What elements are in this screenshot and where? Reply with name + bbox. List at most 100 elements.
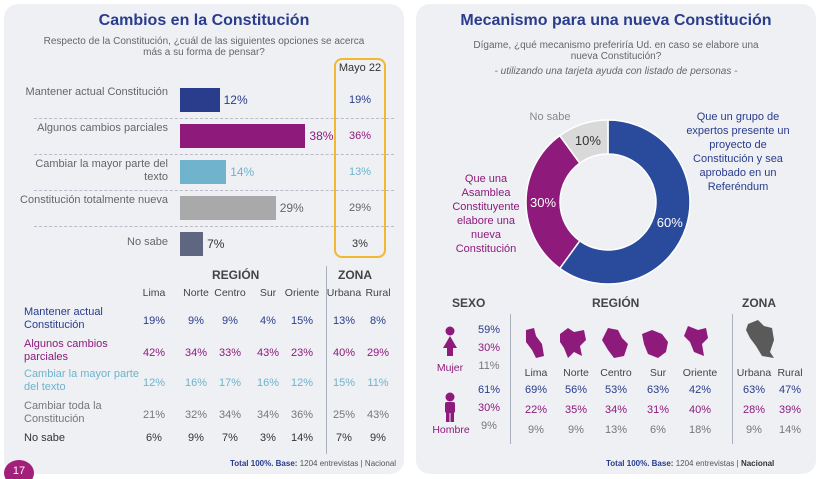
right-footer-total: Total 100%. xyxy=(606,459,650,468)
right-title: Mecanismo para una nueva Constitución xyxy=(460,12,772,29)
table-column-header: Norte xyxy=(183,287,209,299)
table-cell: 6% xyxy=(146,432,162,444)
left-panel: Cambios en la Constitución Respecto de l… xyxy=(4,4,404,474)
right-footer-scope: Nacional xyxy=(740,459,775,468)
table-cell: 34% xyxy=(184,347,208,359)
bar-value-label: 12% xyxy=(223,93,248,107)
donut-slice-value: 30% xyxy=(530,195,556,210)
demographic-cell: 53% xyxy=(604,384,628,396)
donut-slice xyxy=(525,134,581,270)
donut-category-label: Que una Asamblea Constituyente elabore u… xyxy=(452,173,520,255)
table-divider xyxy=(326,266,327,454)
donut-category-label: Que un grupo de expertos presente un pro… xyxy=(686,111,790,193)
bar-row-divider xyxy=(34,190,394,191)
left-footer: Total 100%. Base: 1204 entrevistas | Nac… xyxy=(230,459,396,468)
sur-map-icon xyxy=(642,330,668,358)
bar xyxy=(180,124,306,148)
mujer-value: 30% xyxy=(477,342,501,354)
table-cell: 14% xyxy=(290,432,314,444)
demographic-cell: 22% xyxy=(524,404,548,416)
table-cell: 9% xyxy=(188,315,204,327)
left-title: Cambios en la Constitución xyxy=(98,12,310,29)
mayo-value: 19% xyxy=(348,94,372,106)
table-cell: 15% xyxy=(332,377,356,389)
bar-row-divider xyxy=(34,226,394,227)
table-column-header: Urbana xyxy=(326,287,362,299)
demographic-cell: 13% xyxy=(604,424,628,436)
table-cell: 16% xyxy=(256,377,280,389)
oriente-map-icon xyxy=(684,326,708,356)
zona-divider xyxy=(732,314,733,444)
table-cell: 32% xyxy=(184,409,208,421)
table-column-header: Sur xyxy=(259,287,277,299)
demographic-cell: 35% xyxy=(564,404,588,416)
right-panel: Mecanismo para una nueva Constitución Dí… xyxy=(416,4,816,474)
table-cell: 9% xyxy=(370,432,386,444)
mujer-value: 11% xyxy=(478,360,500,372)
bar-value-label: 14% xyxy=(230,165,255,179)
table-cell: 34% xyxy=(256,409,280,421)
table-cell: 43% xyxy=(366,409,390,421)
table-row-label: Cambiar la mayor parte del texto xyxy=(24,368,139,393)
table-column-header: Centro xyxy=(214,287,246,299)
table-cell: 12% xyxy=(290,377,314,389)
male-icon xyxy=(445,392,455,422)
mayo-header: Mayo 22 xyxy=(338,62,382,74)
donut-slice xyxy=(558,119,609,165)
table-column-header: Rural xyxy=(365,287,391,299)
demographic-column-header: Sur xyxy=(649,367,667,379)
demographic-cell: 9% xyxy=(568,424,584,436)
bar-value-label: 38% xyxy=(309,129,334,143)
table-cell: 36% xyxy=(290,409,314,421)
table-cell: 21% xyxy=(142,409,166,421)
demographic-cell: 42% xyxy=(688,384,712,396)
table-column-header: Lima xyxy=(142,287,166,299)
table-row-label: Cambiar toda la Constitución xyxy=(24,400,102,425)
bar xyxy=(180,160,227,184)
bar xyxy=(180,232,204,256)
mayo-value: 13% xyxy=(348,166,372,178)
lima-map-icon xyxy=(526,328,544,358)
demographic-cell: 9% xyxy=(528,424,544,436)
demographic-cell: 47% xyxy=(778,384,802,396)
demographic-column-header: Centro xyxy=(600,367,632,379)
demographic-cell: 14% xyxy=(778,424,802,436)
footer-total: Total 100%. xyxy=(230,459,274,468)
table-cell: 15% xyxy=(290,315,314,327)
bar-category-label: No sabe xyxy=(127,236,168,248)
hombre-value: 30% xyxy=(477,402,501,414)
demographic-column-header: Norte xyxy=(563,367,589,379)
hombre-value: 9% xyxy=(481,420,497,432)
table-cell: 34% xyxy=(218,409,242,421)
table-column-header: Oriente xyxy=(284,287,320,299)
mayo-highlight-box xyxy=(334,58,386,258)
sexo-divider xyxy=(510,314,511,444)
region-header: REGIÓN xyxy=(212,268,260,282)
table-cell: 42% xyxy=(142,347,166,359)
donut-chart: 60% 30% 10% xyxy=(525,119,691,285)
demographic-cell: 69% xyxy=(524,384,548,396)
table-cell: 16% xyxy=(184,377,208,389)
table-cell: 12% xyxy=(142,377,166,389)
table-row-label: Algunos cambios parciales xyxy=(24,338,108,363)
table-cell: 4% xyxy=(260,315,276,327)
bar-category-label: Cambiar la mayor parte del texto xyxy=(35,158,168,183)
footer-base-label: Base: xyxy=(275,459,298,468)
table-cell: 13% xyxy=(332,315,356,327)
bar-row-divider xyxy=(34,154,394,155)
demographic-cell: 9% xyxy=(746,424,762,436)
right-region-header: REGIÓN xyxy=(592,296,640,310)
demographic-cell: 18% xyxy=(688,424,712,436)
bar-row-divider xyxy=(34,118,394,119)
centro-map-icon xyxy=(602,328,628,358)
zona-header: ZONA xyxy=(338,268,372,282)
table-cell: 19% xyxy=(142,315,166,327)
table-cell: 7% xyxy=(222,432,238,444)
right-footer-rest: 1204 entrevistas | xyxy=(675,459,739,468)
table-cell: 7% xyxy=(336,432,352,444)
demographic-column-header: Lima xyxy=(524,367,548,379)
mujer-label: Mujer xyxy=(436,362,464,374)
bar xyxy=(180,196,276,220)
right-footer: Total 100%. Base: 1204 entrevistas | Nac… xyxy=(606,459,774,468)
peru-map-icon xyxy=(746,320,774,358)
